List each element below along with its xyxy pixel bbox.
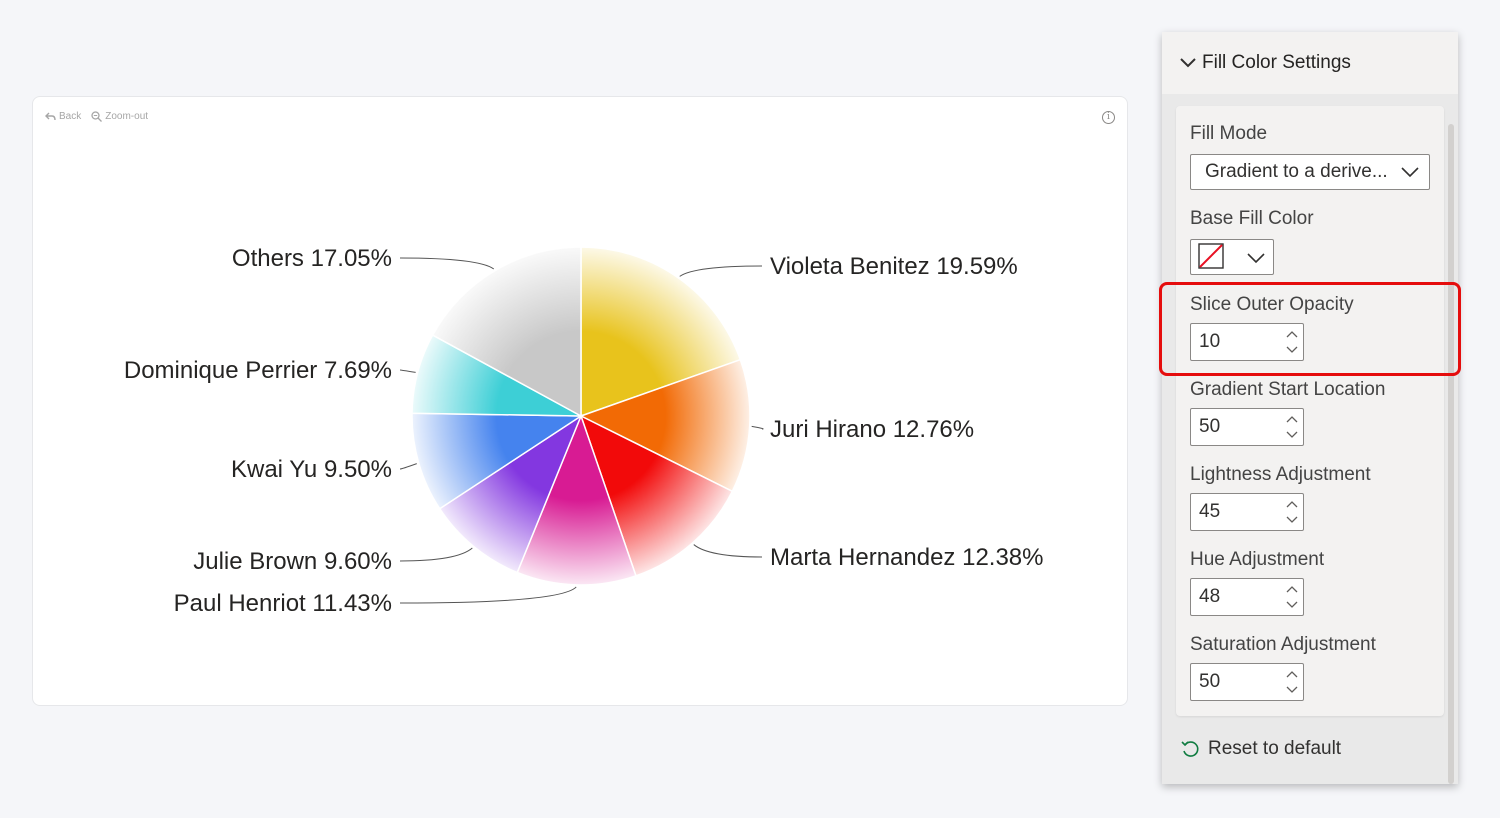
lightness-adjustment-input[interactable]: 45 xyxy=(1190,493,1304,531)
settings-card: Fill Mode Gradient to a derive... Base F… xyxy=(1176,106,1444,716)
pie-chart: Violeta Benitez 19.59% Juri Hirano 12.76%… xyxy=(124,245,1044,617)
lightness-adjustment-label: Lightness Adjustment xyxy=(1190,464,1371,485)
leader-line xyxy=(399,257,495,270)
spin-arrows-icon[interactable] xyxy=(1285,582,1299,612)
pie-slice[interactable] xyxy=(516,413,637,586)
chart-card: Back Zoom-out i Violeta Benitez 19.59% Ju… xyxy=(32,96,1128,706)
spin-arrows-icon[interactable] xyxy=(1285,327,1299,357)
reset-to-default-button[interactable]: Reset to default xyxy=(1180,738,1341,760)
no-color-swatch-icon xyxy=(1198,243,1224,269)
slice-label: Julie Brown 9.60% xyxy=(193,548,392,575)
reset-icon xyxy=(1181,741,1199,757)
saturation-adjustment-label: Saturation Adjustment xyxy=(1190,634,1376,655)
gradient-start-value: 50 xyxy=(1199,416,1221,437)
pie-slice[interactable] xyxy=(579,358,751,493)
fill-mode-value: Gradient to a derive... xyxy=(1205,161,1388,182)
reset-label: Reset to default xyxy=(1208,738,1342,759)
slice-outer-opacity-label: Slice Outer Opacity xyxy=(1190,294,1354,315)
highlight-box xyxy=(1159,282,1461,376)
slice-outer-opacity-input[interactable]: 10 xyxy=(1190,323,1304,361)
base-fill-color-picker[interactable] xyxy=(1190,239,1274,275)
hue-adjustment-value: 48 xyxy=(1199,586,1221,607)
gradient-start-label: Gradient Start Location xyxy=(1190,379,1386,400)
slice-label: Juri Hirano 12.76% xyxy=(770,416,974,443)
leader-line xyxy=(399,586,577,604)
spin-arrows-icon[interactable] xyxy=(1285,667,1299,697)
slice-label: Others 17.05% xyxy=(232,245,392,272)
leader-line xyxy=(399,463,417,470)
back-button[interactable]: Back xyxy=(45,111,81,122)
chevron-down-icon xyxy=(1180,58,1196,68)
chevron-down-icon xyxy=(1401,167,1419,178)
slice-label: Kwai Yu 9.50% xyxy=(231,456,392,483)
fill-mode-label: Fill Mode xyxy=(1190,123,1268,144)
chart-toolbar: Back Zoom-out xyxy=(45,111,148,122)
hue-adjustment-label: Hue Adjustment xyxy=(1190,549,1325,570)
pie-slice[interactable] xyxy=(579,414,734,577)
fill-color-settings-header[interactable]: Fill Color Settings xyxy=(1162,32,1458,94)
slice-label: Marta Hernandez 12.38% xyxy=(770,544,1044,571)
zoom-out-label: Zoom-out xyxy=(105,111,149,122)
hue-adjustment-input[interactable]: 48 xyxy=(1190,578,1304,616)
pie-slice[interactable] xyxy=(438,414,583,574)
spin-arrows-icon[interactable] xyxy=(1285,412,1299,442)
back-label: Back xyxy=(59,111,82,122)
saturation-adjustment-input[interactable]: 50 xyxy=(1190,663,1304,701)
pie-slice[interactable] xyxy=(431,246,582,418)
panel-scrollbar[interactable] xyxy=(1448,124,1454,784)
leader-line xyxy=(693,544,763,558)
back-arrow-icon xyxy=(45,112,56,120)
leader-line xyxy=(399,369,416,373)
slice-label: Dominique Perrier 7.69% xyxy=(124,357,392,384)
format-panel: Fill Color Settings Fill Mode Gradient t… xyxy=(1162,32,1458,784)
chevron-down-icon xyxy=(1247,253,1265,264)
spin-arrows-icon[interactable] xyxy=(1285,497,1299,527)
leader-line xyxy=(679,265,763,277)
zoom-out-button[interactable]: Zoom-out xyxy=(91,111,148,122)
leader-line xyxy=(751,425,764,430)
pie-slice[interactable] xyxy=(411,412,584,510)
pie-slice[interactable] xyxy=(580,246,742,418)
info-icon[interactable]: i xyxy=(1102,111,1115,124)
leader-line xyxy=(399,547,473,562)
slice-outer-opacity-value: 10 xyxy=(1199,331,1221,352)
slice-label: Violeta Benitez 19.59% xyxy=(770,253,1018,280)
zoom-out-icon xyxy=(91,111,103,122)
gradient-start-input[interactable]: 50 xyxy=(1190,408,1304,446)
slice-label: Paul Henriot 11.43% xyxy=(174,590,392,617)
saturation-adjustment-value: 50 xyxy=(1199,671,1221,692)
panel-title: Fill Color Settings xyxy=(1202,52,1351,73)
base-fill-color-label: Base Fill Color xyxy=(1190,208,1314,229)
fill-mode-dropdown[interactable]: Gradient to a derive... xyxy=(1190,154,1430,190)
lightness-adjustment-value: 45 xyxy=(1199,501,1221,522)
